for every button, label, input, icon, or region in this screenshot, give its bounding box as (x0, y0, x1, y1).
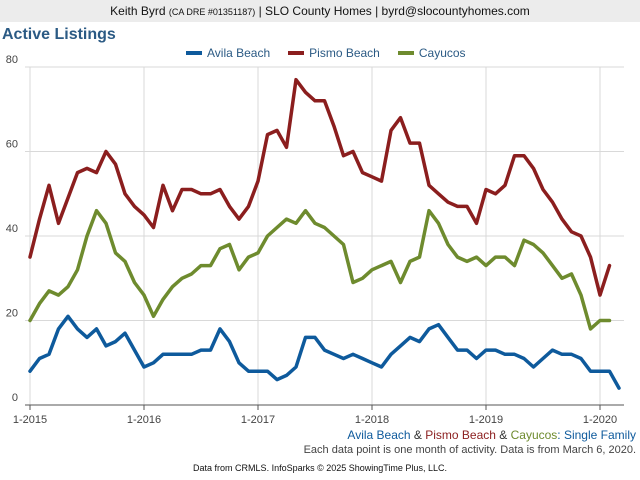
legend-swatch-2 (397, 51, 414, 55)
legend: Avila Beach Pismo Beach Cayucos (186, 44, 484, 62)
legend-item-2: Cayucos (397, 46, 466, 60)
subtitle-pismo: Pismo Beach (425, 428, 496, 442)
y-tick-label-3: 60 (6, 139, 18, 151)
legend-label-0: Avila Beach (207, 46, 271, 60)
legend-label-2: Cayucos (418, 46, 466, 60)
legend-swatch-0 (186, 51, 202, 55)
data-note: Each data point is one month of activity… (303, 444, 636, 456)
subtitle-cayucos: Cayucos (510, 428, 558, 442)
x-tick-label-3: 1-2018 (355, 414, 389, 426)
y-tick-label-4: 80 (6, 54, 18, 66)
series-line-0 (28, 314, 621, 390)
subtitle-amp-1: & (410, 428, 426, 442)
x-tick-label-4: 1-2019 (469, 414, 503, 426)
x-tick-label-5: 1-2020 (583, 414, 617, 426)
subtitle-suffix: : Single Family (557, 428, 636, 442)
y-tick-label-0: 0 (12, 392, 18, 404)
agent-dre-number: (CA DRE #01351187) (168, 7, 256, 17)
header-bar: Keith Byrd (CA DRE #01351187) | SLO Coun… (0, 0, 640, 22)
series-line-2 (28, 208, 612, 331)
x-tick-label-0: 1-2015 (13, 414, 47, 426)
legend-item-1: Pismo Beach (288, 46, 380, 60)
header-contact: | SLO County Homes | byrd@slocountyhomes… (258, 4, 530, 18)
agent-name: Keith Byrd (110, 4, 166, 18)
y-tick-label-2: 40 (6, 223, 18, 235)
x-tick-label-1: 1-2016 (127, 414, 161, 426)
series-line-1 (28, 77, 612, 297)
legend-swatch-1 (288, 51, 305, 55)
y-tick-label-1: 20 (6, 308, 18, 320)
x-tick-label-2: 1-2017 (241, 414, 275, 426)
legend-label-1: Pismo Beach (309, 46, 380, 60)
subtitle-amp-2: & (495, 428, 511, 442)
subtitle-avila: Avila Beach (347, 428, 411, 442)
footer-credit: Data from CRMLS. InfoSparks © 2025 Showi… (193, 463, 447, 473)
chart-subtitle: Avila Beach & Pismo Beach & Cayucos: Sin… (347, 428, 636, 442)
chart-title: Active Listings (2, 26, 116, 43)
legend-item-0: Avila Beach (186, 46, 270, 60)
